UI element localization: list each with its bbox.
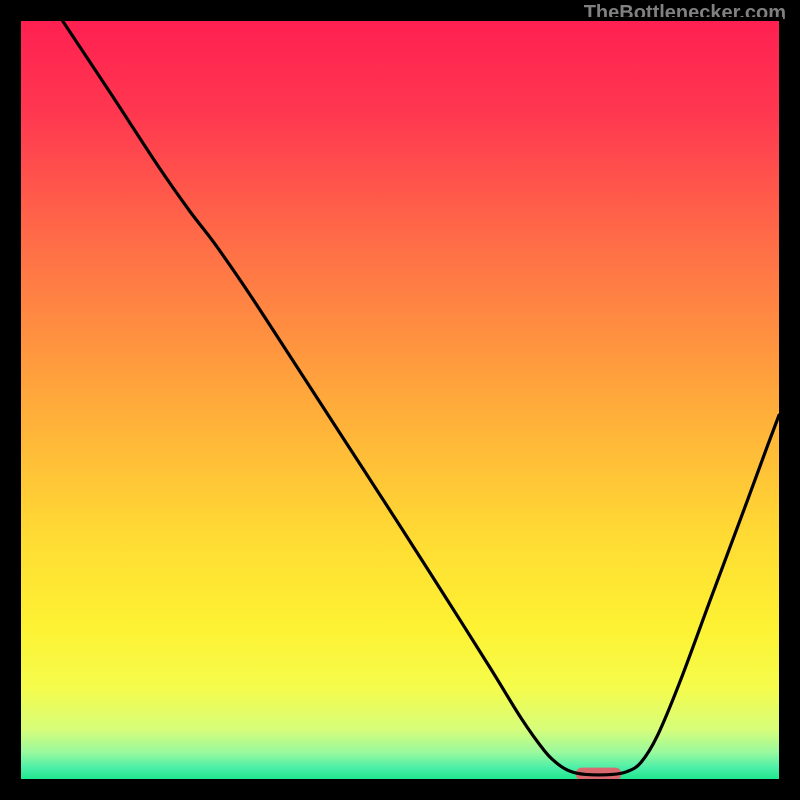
plot-area [21,21,779,779]
plot-svg [21,21,779,779]
chart-root: TheBottlenecker.com [0,0,800,800]
plot-frame [17,17,783,783]
gradient-background [21,21,779,779]
